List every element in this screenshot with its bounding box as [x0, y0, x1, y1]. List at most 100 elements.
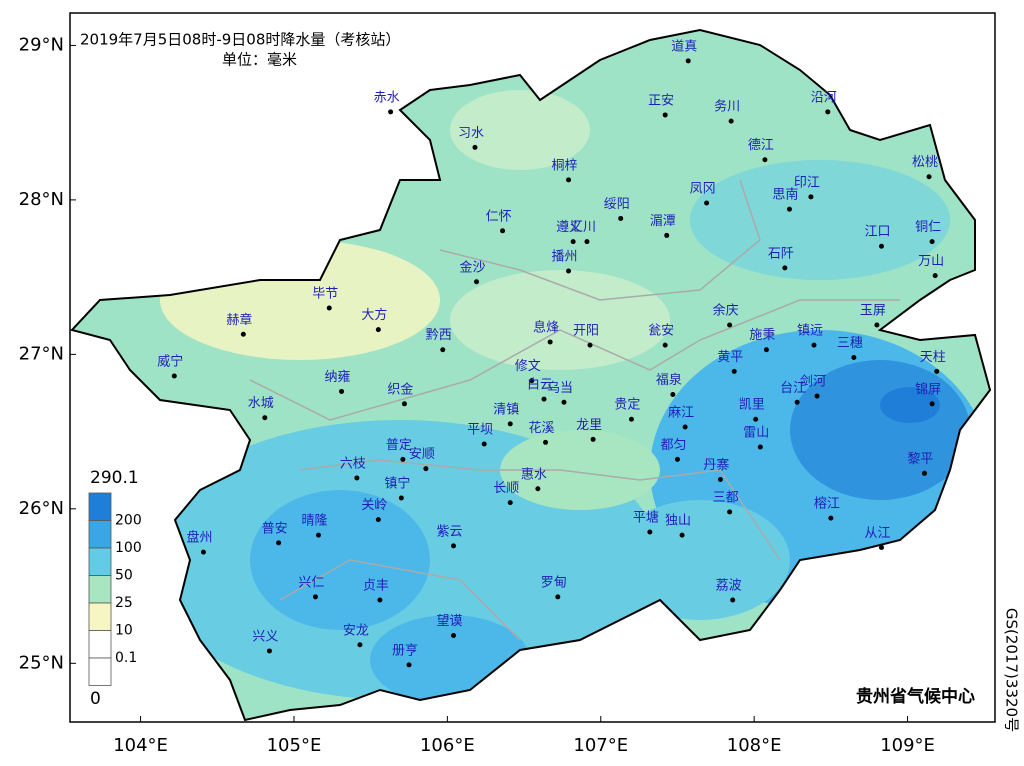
station-label: 清镇: [493, 402, 519, 417]
legend-max: 290.1: [90, 468, 139, 488]
station-label: 道真: [671, 39, 697, 54]
station-label: 三穗: [837, 336, 863, 351]
station-dot: [728, 118, 734, 124]
station-dot: [590, 436, 596, 442]
station-dot: [354, 475, 360, 481]
station-dot: [450, 632, 456, 638]
station-label: 天柱: [920, 350, 946, 365]
station-dot: [727, 322, 733, 328]
station-dot: [507, 421, 513, 427]
station-label: 锦屏: [915, 382, 941, 397]
station-dot: [555, 594, 561, 600]
station-dot: [375, 327, 381, 333]
station-label: 织金: [387, 381, 413, 397]
prefecture-border: [299, 459, 781, 561]
station-dot: [547, 339, 553, 345]
station-dot: [794, 399, 800, 405]
station-label: 铜仁: [915, 220, 941, 235]
station-label: 播州: [552, 249, 578, 264]
station-dot: [828, 515, 834, 521]
x-tick-label: 104°E: [113, 735, 168, 756]
station-label: 息烽: [533, 320, 559, 336]
station-dot: [763, 347, 769, 353]
station-dot: [618, 215, 624, 221]
x-tick-label: 106°E: [420, 735, 475, 756]
station-dot: [753, 416, 759, 422]
station-dot: [674, 456, 680, 462]
legend-label: 10: [115, 623, 133, 639]
station-label: 江口: [864, 225, 890, 240]
station-dot: [171, 373, 177, 379]
station-label: 乌当: [547, 380, 573, 396]
station-label: 丹寨: [703, 457, 729, 473]
station-label: 盘州: [186, 530, 212, 546]
prefecture-border: [249, 299, 900, 421]
station-dot: [262, 415, 268, 421]
station-dot: [543, 439, 549, 445]
station-dot: [312, 594, 318, 600]
station-label: 湄潭: [650, 214, 676, 229]
station-dot: [529, 378, 535, 384]
station-label: 福泉: [656, 372, 682, 388]
station-label: 贞丰: [363, 578, 389, 593]
station-label: 兴义: [252, 629, 278, 644]
station-label: 德江: [748, 138, 774, 153]
station-label: 沿河: [811, 90, 837, 105]
station-dot: [535, 486, 541, 492]
station-label: 紫云: [436, 524, 462, 539]
credit: 贵州省气候中心: [856, 686, 975, 707]
station-dot: [934, 368, 940, 374]
station-dot: [316, 532, 322, 538]
station-dot: [200, 549, 206, 555]
station-dot: [240, 331, 246, 337]
station-label: 余庆: [713, 303, 739, 319]
station-label: 关岭: [361, 498, 387, 513]
station-dot: [757, 444, 763, 450]
x-tick-label: 108°E: [727, 735, 782, 756]
station-dot: [926, 174, 932, 180]
station-label: 安顺: [409, 447, 435, 462]
station-dot: [628, 416, 634, 422]
station-dot: [762, 157, 768, 163]
province-border: [70, 28, 992, 722]
station-label: 赫章: [226, 312, 252, 328]
station-dot: [730, 597, 736, 603]
station-label: 平坝: [467, 422, 493, 437]
legend-label: 100: [115, 540, 142, 556]
station-label: 瓮安: [648, 324, 674, 339]
x-tick-label: 107°E: [573, 735, 628, 756]
prefecture-border: [439, 179, 761, 301]
station-dot: [825, 109, 831, 115]
station-dot: [662, 112, 668, 118]
legend-swatch: [88, 630, 112, 659]
station-dot: [664, 232, 670, 238]
station-label: 水城: [248, 396, 274, 411]
legend-swatch: [88, 520, 112, 549]
station-dot: [375, 517, 381, 523]
station-dot: [587, 342, 593, 348]
station-dot: [406, 662, 412, 668]
station-label: 习水: [458, 126, 484, 141]
station-dot: [685, 58, 691, 64]
station-dot: [388, 109, 394, 115]
station-label: 大方: [361, 307, 387, 323]
map-number: GS(2017)3320号: [1003, 608, 1021, 732]
station-dot: [339, 388, 345, 394]
station-dot: [662, 342, 668, 348]
station-label: 遵义: [556, 219, 582, 235]
station-label: 独山: [665, 514, 691, 529]
station-label: 剑河: [800, 374, 826, 390]
station-label: 都匀: [660, 438, 686, 453]
station-label: 思南: [772, 187, 798, 203]
station-label: 威宁: [157, 353, 183, 369]
station-dot: [782, 265, 788, 271]
station-label: 毕节: [312, 287, 338, 302]
legend-label: 50: [115, 568, 133, 584]
station-label: 平塘: [633, 510, 659, 526]
station-dot: [450, 543, 456, 549]
prefecture-border: [279, 559, 521, 641]
station-dot: [717, 476, 723, 482]
station-dot: [679, 532, 685, 538]
